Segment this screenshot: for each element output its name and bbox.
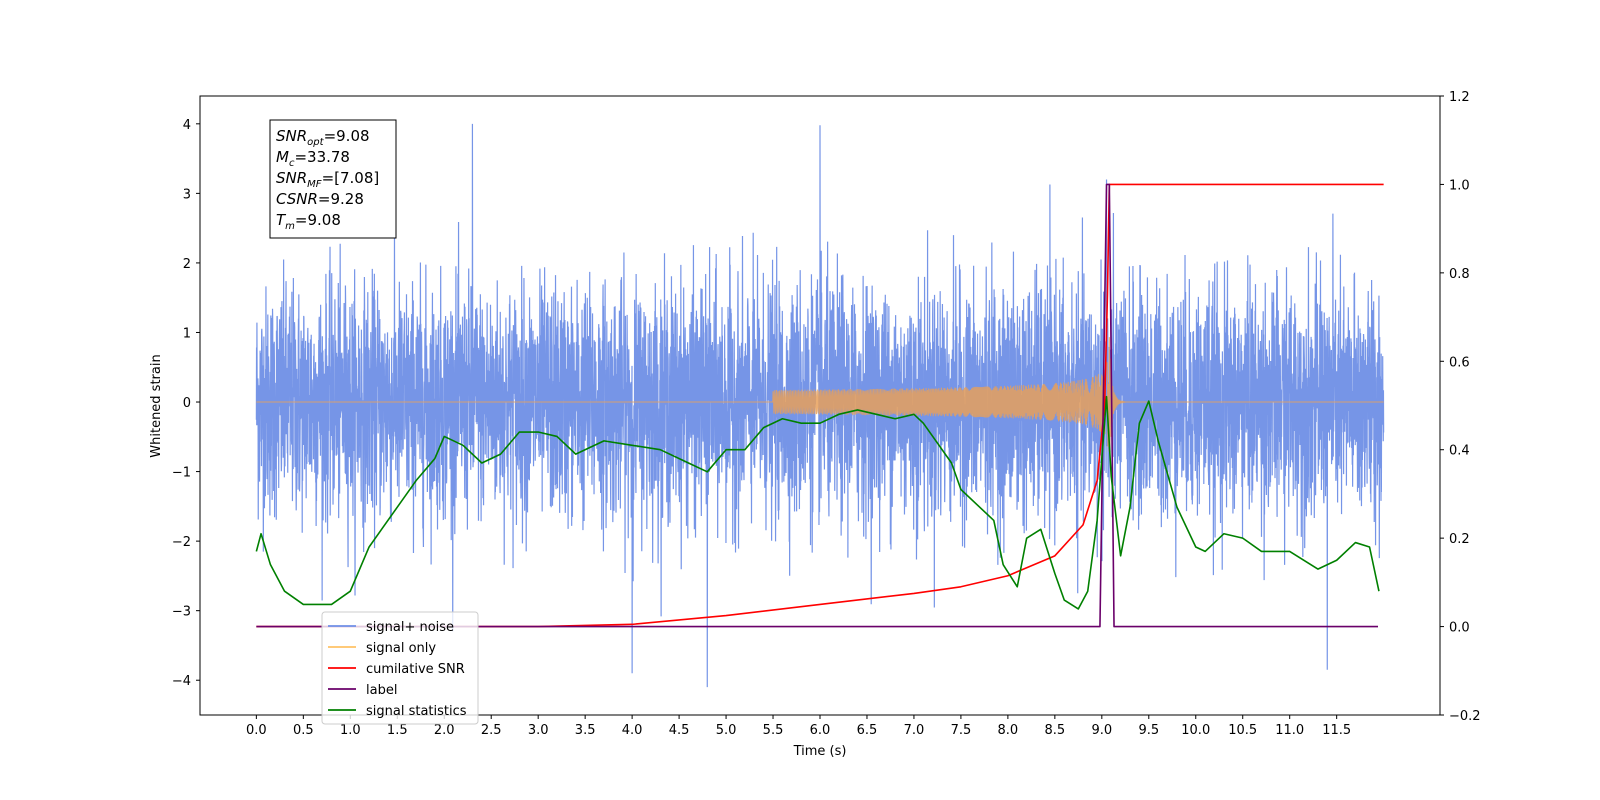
y-tick-label: 2 [183,257,191,272]
annotation-box: SNRopt=9.08Mc=33.78SNRMF=[7.08]CSNR=9.28… [269,119,397,239]
x-tick-label: 4.5 [669,723,690,738]
x-tick-label: 1.0 [340,723,361,738]
x-tick-label: 1.5 [387,723,408,738]
y-axis-ticks: −4 −3 −2 −1 0 1 2 3 4 [172,118,200,689]
x-tick-label: 3.5 [575,723,596,738]
x-tick-label: 9.5 [1138,723,1159,738]
x-tick-label: 0.0 [246,723,267,738]
legend-label: signal statistics [366,704,467,719]
x-tick-label: 8.5 [1045,723,1066,738]
annotation-line: Tm=9.08 [276,211,341,232]
x-tick-label: 7.0 [904,723,925,738]
y-right-tick-label: 1.2 [1449,90,1470,105]
y-right-tick-label: −0.2 [1449,709,1481,724]
x-tick-label: 6.5 [857,723,878,738]
x-tick-label: 0.5 [293,723,314,738]
y-right-tick-label: 0.8 [1449,267,1470,282]
x-tick-label: 3.0 [528,723,549,738]
x-tick-label: 2.5 [481,723,502,738]
legend-frame [321,611,479,725]
y-tick-label: −2 [172,535,191,550]
x-tick-label: 10.5 [1228,723,1257,738]
y-tick-label: 3 [183,187,191,202]
x-tick-label: 6.0 [810,723,831,738]
annotation-line: Mc=33.78 [276,148,350,169]
x-tick-label: 11.5 [1322,723,1351,738]
legend-label: label [366,683,397,698]
y-tick-label: 1 [183,326,191,341]
x-axis-ticks: 0.0 0.5 1.0 1.5 2.0 2.5 3.0 3.5 4.0 4.5 5.0 5.5 6.0 6… [246,715,1351,738]
x-axis-label: Time (s) [793,744,847,759]
x-tick-label: 4.0 [622,723,643,738]
annotation-line: SNRMF=[7.08] [276,169,379,190]
y-tick-label: −1 [172,466,191,481]
x-tick-label: 11.0 [1275,723,1304,738]
y-right-tick-label: 0.6 [1449,355,1470,370]
x-tick-label: 8.0 [998,723,1019,738]
series-cumulative-snr-line [256,183,1384,628]
series-signal-only-line [256,337,1384,456]
x-tick-label: 9.0 [1091,723,1112,738]
x-tick-label: 5.0 [716,723,737,738]
y-right-tick-label: 0.4 [1449,444,1470,459]
series-signal-noise-line [255,123,1385,688]
x-tick-label: 10.0 [1181,723,1210,738]
legend-label: signal+ noise [366,620,454,635]
y-right-tick-label: 1.0 [1449,178,1470,193]
series-label-line [256,183,1378,628]
y-tick-label: −3 [172,605,191,620]
legend-label: signal only [366,641,436,656]
annotation-frame [269,119,397,239]
y-right-axis-ticks: −0.2 0.0 0.2 0.4 0.6 0.8 1.0 1.2 [1440,90,1481,724]
y-tick-label: 0 [183,396,191,411]
y-tick-label: 4 [183,118,191,133]
y-right-tick-label: 0.2 [1449,532,1470,547]
legend-label: cumilative SNR [366,662,465,677]
annotation-line: CSNR=9.28 [276,190,364,208]
y-tick-label: −4 [172,674,191,689]
y-right-tick-label: 0.0 [1449,621,1470,636]
annotation-line: SNRopt=9.08 [276,127,370,148]
x-tick-label: 5.5 [763,723,784,738]
x-tick-label: 2.0 [434,723,455,738]
series-signal-statistics-line [255,395,1380,610]
x-tick-label: 7.5 [951,723,972,738]
legend: signal+ noise signal only cumilative SNR la… [321,611,479,725]
y-axis-label: Whitened strain [149,354,164,457]
series-layer [255,123,1385,688]
